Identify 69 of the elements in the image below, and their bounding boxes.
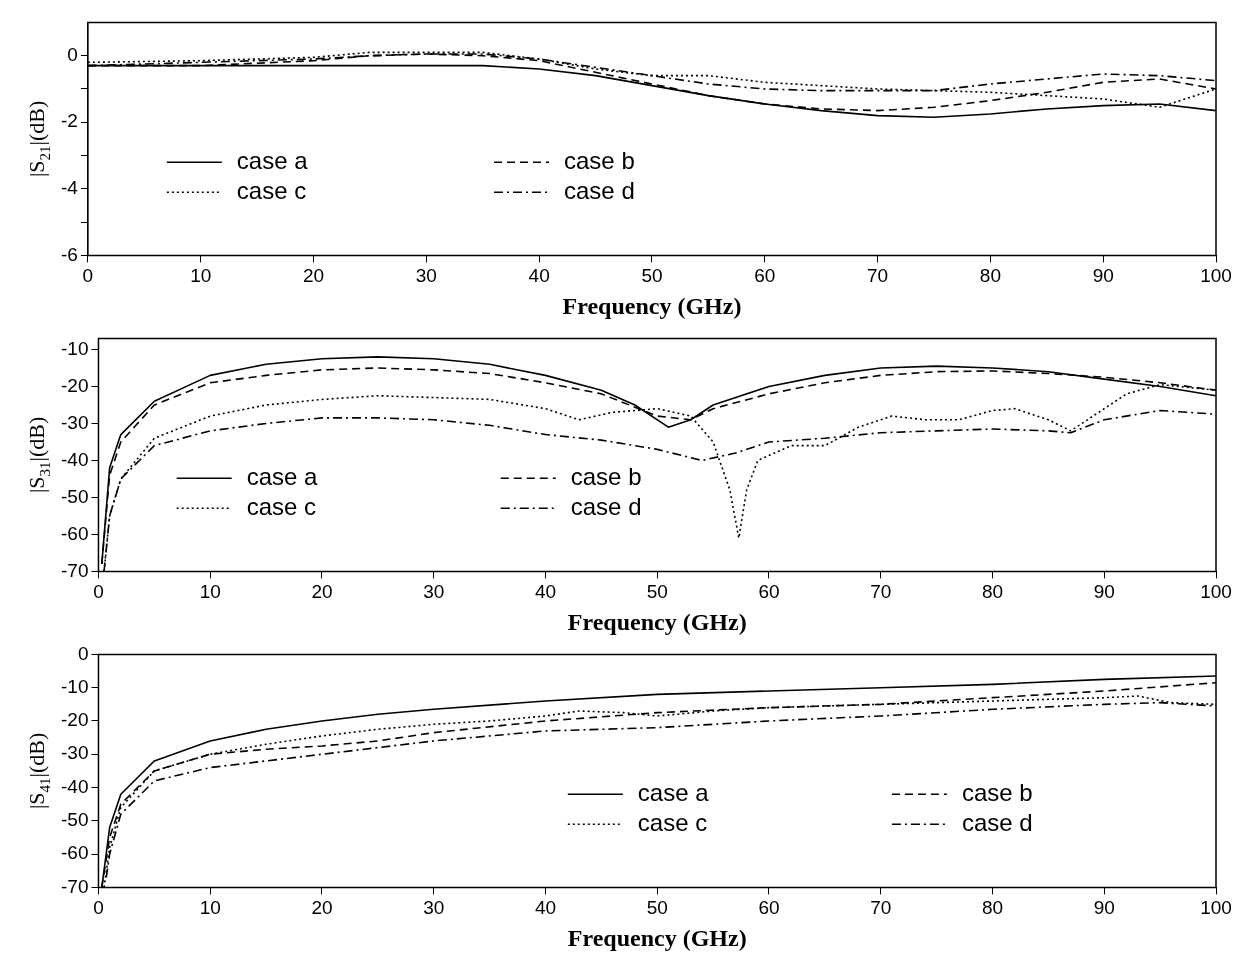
x-tick-label: 10 xyxy=(199,581,221,603)
y-tick-label: -4 xyxy=(60,177,79,199)
legend-label: case c xyxy=(236,176,307,204)
y-tick-label: -50 xyxy=(60,809,89,831)
x-tick-label: 90 xyxy=(1093,581,1115,603)
x-tick-label: 60 xyxy=(754,265,776,287)
y-tick-label: -70 xyxy=(60,559,89,581)
x-tick-label: 0 xyxy=(93,581,104,603)
x-axis-title: Frequency (GHz) xyxy=(562,292,742,319)
x-tick-label: 20 xyxy=(311,581,333,603)
x-tick-label: 100 xyxy=(1200,581,1232,603)
legend-label: case b xyxy=(961,778,1033,806)
x-tick-label: 0 xyxy=(93,897,104,919)
x-tick-label: 70 xyxy=(870,581,892,603)
x-tick-label: 50 xyxy=(646,897,668,919)
y-axis-title: |S41|(dB) xyxy=(24,732,53,810)
y-tick-label: -30 xyxy=(60,411,89,433)
y-axis-title: |S21|(dB) xyxy=(24,100,53,178)
y-tick-label: -10 xyxy=(60,337,89,359)
legend-label: case d xyxy=(564,176,635,204)
y-tick-label: -30 xyxy=(60,742,89,764)
legend-label: case b xyxy=(564,146,635,174)
legend-label: case a xyxy=(236,146,309,174)
x-axis-title: Frequency (GHz) xyxy=(567,608,747,635)
x-tick-label: 20 xyxy=(302,265,325,287)
x-tick-label: 30 xyxy=(423,581,445,603)
x-tick-label: 80 xyxy=(981,581,1004,603)
x-tick-label: 30 xyxy=(423,897,445,919)
y-tick-label: -2 xyxy=(60,110,78,132)
legend-label: case d xyxy=(961,808,1033,836)
x-tick-label: 90 xyxy=(1092,265,1114,287)
legend-label: case d xyxy=(570,492,642,520)
y-tick-label: -70 xyxy=(60,875,89,897)
y-tick-label: 0 xyxy=(67,43,78,65)
x-tick-label: 90 xyxy=(1093,897,1115,919)
x-tick-label: 70 xyxy=(870,897,892,919)
y-tick-label: -40 xyxy=(60,775,89,797)
x-tick-label: 10 xyxy=(199,897,221,919)
legend-label: case a xyxy=(637,778,710,806)
y-tick-label: 0 xyxy=(77,642,89,664)
x-axis-title: Frequency (GHz) xyxy=(567,924,747,951)
x-tick-label: 40 xyxy=(534,581,557,603)
legend-label: case b xyxy=(570,462,642,490)
x-tick-label: 50 xyxy=(641,265,663,287)
x-tick-label: 30 xyxy=(415,265,437,287)
x-tick-label: 100 xyxy=(1200,265,1232,287)
legend-label: case c xyxy=(246,492,317,520)
x-tick-label: 20 xyxy=(311,897,333,919)
x-tick-label: 60 xyxy=(758,897,780,919)
x-tick-label: 50 xyxy=(646,581,668,603)
y-axis-title: |S31|(dB) xyxy=(24,416,53,494)
x-tick-label: 40 xyxy=(534,897,557,919)
y-tick-label: -60 xyxy=(60,522,89,544)
x-tick-label: 80 xyxy=(979,265,1001,287)
y-tick-label: -20 xyxy=(60,374,89,396)
legend-label: case c xyxy=(637,808,708,836)
y-tick-label: -20 xyxy=(60,709,89,731)
x-tick-label: 80 xyxy=(981,897,1004,919)
y-tick-label: -6 xyxy=(60,243,78,265)
y-tick-label: -60 xyxy=(60,842,89,864)
x-tick-label: 70 xyxy=(867,265,889,287)
x-tick-label: 10 xyxy=(190,265,212,287)
legend-label: case a xyxy=(246,462,319,490)
x-tick-label: 40 xyxy=(528,265,550,287)
x-tick-label: 100 xyxy=(1200,897,1232,919)
y-tick-label: -50 xyxy=(60,485,89,507)
y-tick-label: -10 xyxy=(60,675,89,697)
x-tick-label: 60 xyxy=(758,581,780,603)
y-tick-label: -40 xyxy=(60,448,89,470)
